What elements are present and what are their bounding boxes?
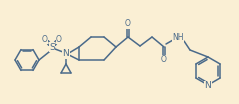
Text: O: O bbox=[125, 20, 131, 28]
Text: NH: NH bbox=[172, 33, 184, 43]
Text: O: O bbox=[56, 35, 62, 43]
Text: O: O bbox=[161, 56, 167, 64]
Text: O: O bbox=[42, 35, 48, 43]
Text: S: S bbox=[49, 43, 55, 51]
Text: N: N bbox=[205, 82, 211, 90]
Text: N: N bbox=[63, 50, 69, 58]
